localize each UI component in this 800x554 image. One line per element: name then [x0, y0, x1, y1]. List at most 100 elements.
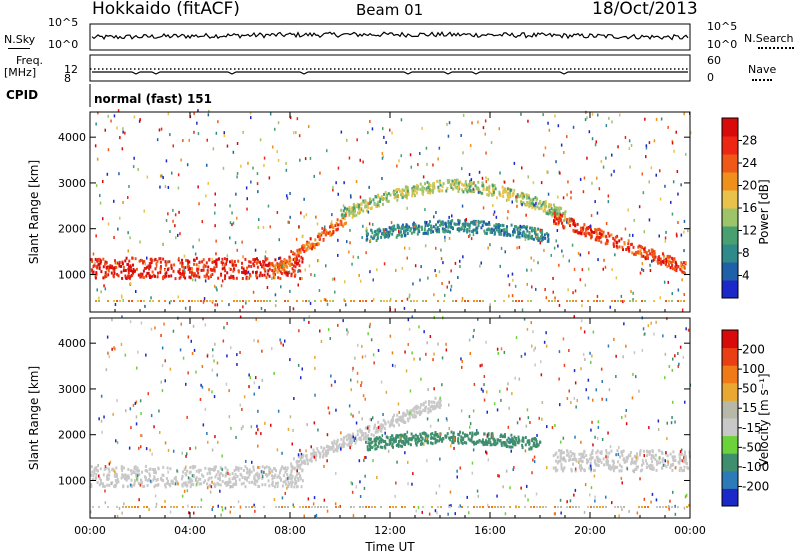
power-scatter-cell: [139, 118, 141, 122]
velocity-cell: [105, 466, 108, 470]
power-cell: [140, 274, 143, 278]
power-near-range-cell: [209, 300, 211, 302]
power-scatter-cell: [217, 120, 219, 124]
power-near-range-cell: [302, 300, 304, 302]
velocity-cell: [268, 484, 271, 488]
velocity-cell: [170, 480, 173, 484]
velocity-scatter-cell: [592, 443, 594, 447]
power-cell: [387, 233, 389, 237]
power-cell: [267, 269, 270, 273]
power-scatter-cell: [602, 267, 604, 271]
power-cell: [666, 265, 669, 268]
velocity-cell: [515, 437, 518, 440]
power-scatter-cell: [115, 262, 118, 266]
velocity-scatter-cell: [187, 335, 190, 339]
power-cell: [477, 219, 480, 223]
power-cell: [366, 209, 368, 213]
power-cell: [466, 222, 469, 226]
power-cell: [436, 179, 439, 183]
power-near-range-cell: [413, 300, 415, 302]
velocity-cell: [585, 454, 588, 457]
velocity-scatter-cell: [359, 495, 362, 498]
power-scatter-cell: [342, 204, 345, 208]
power-near-range-cell: [260, 300, 262, 302]
velocity-scatter-cell: [140, 434, 142, 437]
velocity-cell: [524, 443, 527, 447]
velocity-cell: [387, 420, 390, 424]
power-scatter-cell: [413, 225, 415, 229]
velocity-cell: [369, 438, 371, 442]
power-cell: [464, 183, 467, 187]
velocity-scatter-cell: [394, 494, 396, 498]
velocity-near-range-cell: [137, 506, 139, 508]
power-scatter-cell: [526, 282, 528, 286]
power-cell: [237, 259, 240, 263]
power-cell: [213, 260, 216, 264]
power-cell: [495, 228, 498, 232]
power-cell: [534, 230, 537, 233]
velocity-scatter-cell: [149, 479, 152, 483]
velocity-cell: [409, 443, 412, 447]
power-cell: [225, 259, 228, 263]
power-cell: [523, 231, 526, 235]
power-cell: [566, 218, 569, 221]
velocity-near-range-cell: [128, 506, 130, 508]
velocity-cell: [572, 458, 575, 461]
power-scatter-cell: [390, 221, 393, 225]
velocity-cell: [457, 441, 460, 445]
velocity-cell: [395, 435, 398, 439]
power-cell: [537, 236, 539, 240]
velocity-cell: [133, 471, 136, 474]
power-cell: [509, 234, 512, 238]
power-scatter-cell: [161, 174, 163, 178]
velocity-cell: [475, 441, 478, 444]
velocity-scatter-cell: [351, 490, 354, 494]
velocity-cell: [605, 459, 608, 463]
power-scatter-cell: [241, 240, 243, 244]
velocity-scatter-cell: [527, 416, 530, 420]
power-cell: [223, 266, 226, 270]
velocity-cell: [384, 442, 387, 446]
velocity-scatter-cell: [453, 446, 455, 450]
velocity-cell: [345, 434, 348, 438]
velocity-cell: [294, 482, 297, 486]
velocity-scatter-cell: [481, 363, 483, 367]
velocity-scatter-cell: [369, 322, 371, 326]
velocity-near-range-cell: [392, 506, 394, 508]
power-scatter-cell: [419, 152, 421, 155]
power-scatter-cell: [332, 188, 334, 192]
power-scatter-cell: [434, 269, 436, 273]
velocity-scatter-cell: [300, 376, 302, 380]
velocity-cell: [440, 438, 443, 442]
velocity-cell: [414, 415, 417, 419]
power-cell: [384, 191, 387, 194]
velocity-cell: [166, 466, 169, 470]
power-cell: [574, 224, 577, 228]
velocity-scatter-cell: [137, 350, 139, 354]
velocity-cell: [282, 480, 285, 484]
power-cell: [299, 247, 302, 251]
velocity-scatter-cell: [665, 451, 667, 455]
velocity-near-range-cell: [263, 506, 265, 508]
velocity-cell: [588, 457, 591, 461]
velocity-cell: [581, 455, 584, 459]
power-scatter-cell: [249, 111, 252, 115]
power-cell: [322, 238, 325, 242]
velocity-scatter-cell: [461, 365, 463, 369]
power-near-range-cell: [635, 300, 637, 302]
power-scatter-cell: [677, 192, 679, 196]
velocity-cell: [219, 478, 221, 482]
velocity-cell: [133, 481, 136, 485]
power-scatter-cell: [505, 198, 508, 202]
velocity-cell: [428, 400, 430, 403]
power-cell: [107, 273, 110, 277]
power-scatter-cell: [496, 196, 498, 200]
velocity-cell: [95, 472, 98, 476]
power-scatter-cell: [484, 119, 487, 123]
velocity-scatter-cell: [563, 363, 566, 367]
power-cell: [202, 265, 205, 269]
velocity-scatter-cell: [674, 512, 677, 516]
velocity-cell: [599, 451, 602, 455]
power-cell: [256, 265, 259, 269]
velocity-cell: [280, 478, 282, 481]
